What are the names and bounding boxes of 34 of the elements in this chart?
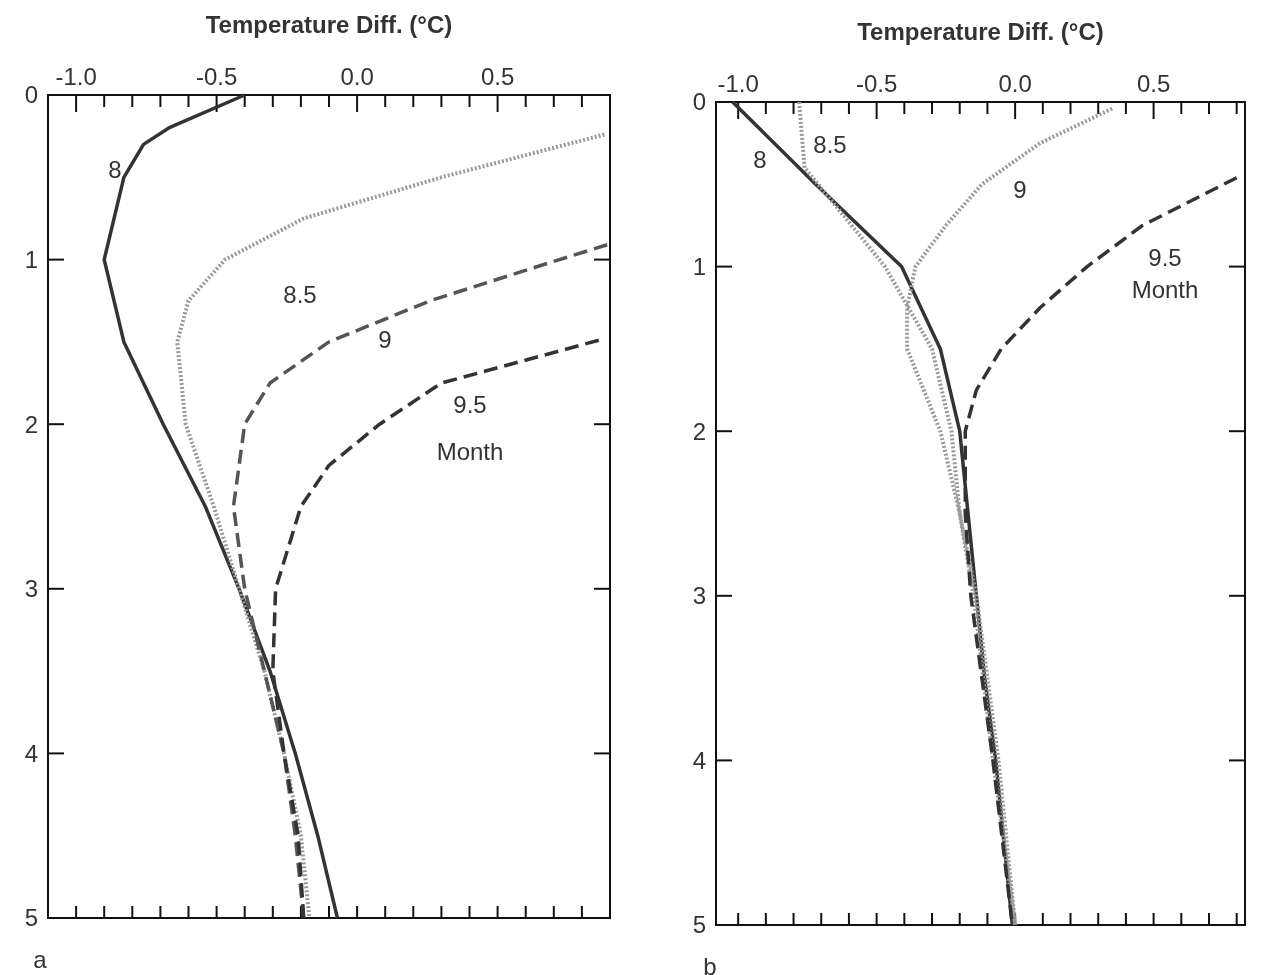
y-tick-label: 2 <box>24 410 38 438</box>
y-tick-label: 4 <box>24 739 38 767</box>
annotation: 8.5 <box>283 281 317 309</box>
annotation: 9 <box>378 326 392 354</box>
x-axis-title: Temperature Diff. (°C) <box>857 18 1104 45</box>
x-tick-label: 0.5 <box>1136 70 1171 97</box>
y-tick-label: 2 <box>692 417 706 445</box>
y-tick-label: 0 <box>24 81 38 109</box>
y-tick-label: 3 <box>24 575 38 603</box>
x-tick-label: -1.0 <box>55 63 97 90</box>
text: a <box>33 946 48 974</box>
y-tick-label: 1 <box>24 246 38 273</box>
annotation: 8 <box>108 156 122 184</box>
x-tick-label: -0.5 <box>855 70 898 97</box>
y-tick-label: 5 <box>24 904 38 932</box>
x-tick-label: 0.0 <box>998 70 1032 97</box>
y-tick-label: 1 <box>692 253 706 280</box>
y-tick-label: 3 <box>692 582 706 610</box>
annotation: 8.5 <box>813 131 847 159</box>
annotation: 9.5 <box>1148 244 1182 272</box>
annotation: 9.5 <box>453 391 487 419</box>
annotation: 8 <box>753 146 767 174</box>
annotation: Month <box>1131 276 1199 304</box>
x-tick-label: 0.5 <box>480 63 515 90</box>
x-tick-label: -1.0 <box>717 70 759 97</box>
annotation: 9 <box>1013 176 1027 204</box>
x-tick-label: -0.5 <box>195 63 238 90</box>
text: b <box>703 953 717 975</box>
y-tick-label: 0 <box>692 88 706 116</box>
x-tick-label: 0.0 <box>340 63 374 90</box>
annotation: Month <box>436 438 504 466</box>
y-tick-label: 5 <box>692 911 706 939</box>
y-tick-label: 4 <box>692 746 706 774</box>
x-axis-title: Temperature Diff. (°C) <box>205 11 453 38</box>
